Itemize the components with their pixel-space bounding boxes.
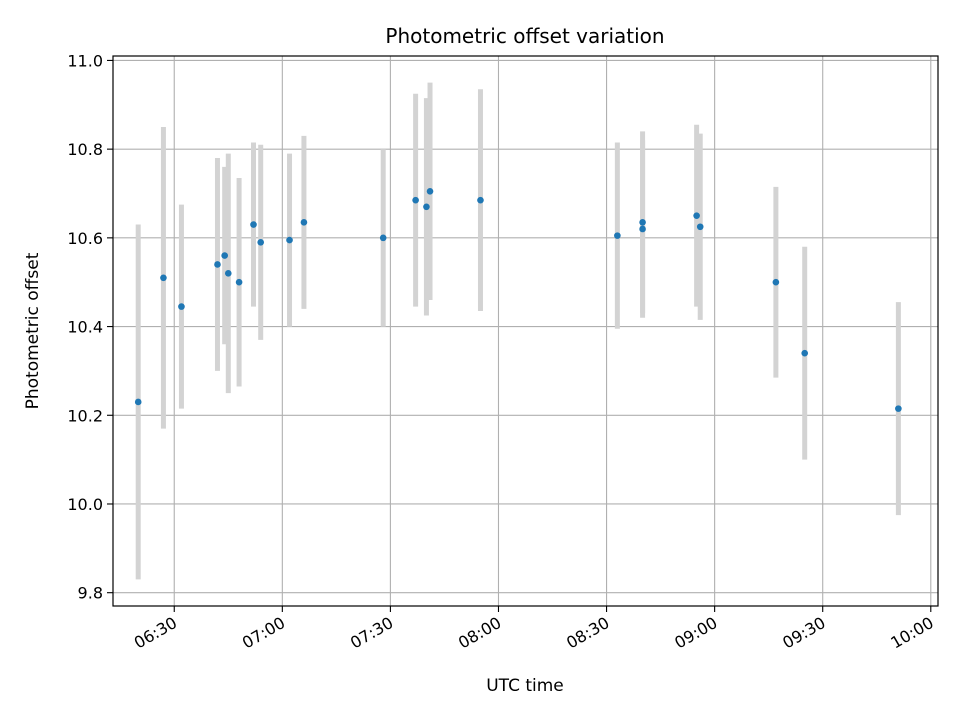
chart-title: Photometric offset variation [385,24,664,48]
data-point [639,225,646,233]
data-point [224,270,232,277]
data-point [178,303,185,310]
data-point [772,278,780,286]
x-axis-title: UTC time [486,676,564,696]
x-tick-label: 09:30 [779,613,828,653]
error-bars [135,82,901,580]
data-point [426,187,434,195]
data-point [614,232,621,239]
data-point [477,196,484,204]
x-tick-label: 07:30 [347,613,396,653]
grid [113,56,938,606]
x-tick-label: 09:00 [671,613,720,653]
x-tick-label: 08:30 [563,613,612,653]
x-tick-label: 08:00 [455,613,504,653]
data-point [221,252,228,259]
x-tick-label: 10:00 [887,613,936,653]
x-axis-ticks: 06:30 07:00 07:30 08:00 08:30 09:00 09:30 10:00 [131,606,937,653]
y-tick-label: 10.2 [67,406,103,425]
data-point [693,212,700,219]
y-tick-label: 11.0 [67,51,103,70]
data-point [412,196,419,204]
data-point [801,349,809,357]
y-axis-title: Photometric offset [23,252,43,409]
data-point [160,274,167,282]
y-tick-label: 10.4 [67,318,103,337]
plot-frame [112,55,939,607]
y-tick-label: 10.0 [67,495,103,514]
x-tick-label: 07:00 [239,613,288,653]
data-point [696,223,704,231]
y-tick-label: 10.6 [67,229,103,248]
data-point [286,236,293,244]
data-points [134,187,902,412]
data-point [235,278,243,286]
data-point [257,238,265,246]
x-tick-label: 06:30 [131,613,180,653]
data-point [214,261,221,268]
data-point [300,219,308,226]
data-point [379,234,387,242]
y-tick-label: 10.8 [67,140,103,159]
data-point [250,221,257,228]
data-point [639,219,646,226]
data-point [423,203,430,211]
y-axis-ticks: 9.8 10.0 10.2 10.4 10.6 10.8 11.0 [67,51,113,603]
y-tick-label: 9.8 [78,584,103,603]
data-point [895,405,902,412]
data-point [134,398,142,406]
